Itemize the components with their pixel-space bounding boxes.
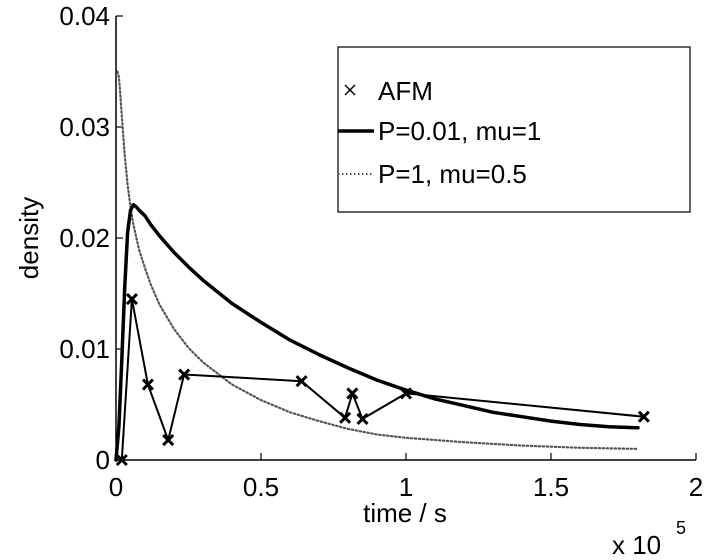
afm-data-point <box>346 387 359 400</box>
afm-data-point <box>637 410 650 423</box>
y-tick-label: 0.03 <box>59 112 110 142</box>
legend-label-p001: P=0.01, mu=1 <box>378 116 541 146</box>
afm-data-point <box>295 375 308 388</box>
x-tick-label: 1.5 <box>533 472 569 502</box>
afm-data-point <box>162 433 175 447</box>
x-tick-label: 0 <box>109 472 123 502</box>
x-ticks: 0 0.5 1 1.5 2 <box>109 453 703 502</box>
x-tick-label: 1 <box>399 472 413 502</box>
afm-data-point <box>115 453 128 467</box>
afm-data-point <box>178 368 191 381</box>
afm-data-point <box>399 387 413 400</box>
afm-data-point <box>141 378 154 391</box>
legend-item-p001: P=0.01, mu=1 <box>338 116 541 146</box>
series-2-line <box>116 70 640 450</box>
legend-box <box>337 46 691 213</box>
y-tick-label: 0.02 <box>59 223 110 253</box>
legend-item-afm: AFM <box>344 76 433 106</box>
y-tick-label: 0 <box>96 445 110 475</box>
legend-item-p1: P=1, mu=0.5 <box>338 159 527 189</box>
legend: AFM P=0.01, mu=1 P=1, mu=0.5 <box>337 46 691 213</box>
y-axis-label: density <box>14 197 44 279</box>
y-ticks: 0 0.01 0.02 0.03 0.04 <box>59 1 123 475</box>
afm-data-point <box>339 411 352 424</box>
series-layer <box>114 70 650 467</box>
afm-data-point <box>356 412 369 425</box>
x-multiplier-label: x 10 <box>612 530 661 560</box>
x-multiplier-exponent: 5 <box>676 518 686 538</box>
x-tick-label: 2 <box>689 472 703 502</box>
legend-marker-x <box>344 84 356 96</box>
legend-label-afm: AFM <box>378 76 433 106</box>
legend-label-p1: P=1, mu=0.5 <box>378 159 527 189</box>
x-tick-label: 0.5 <box>243 472 279 502</box>
y-tick-label: 0.01 <box>59 334 110 364</box>
series-1-line <box>114 202 640 462</box>
afm-data-point <box>125 292 139 306</box>
y-tick-label: 0.04 <box>59 1 110 31</box>
x-axis-label: time / s <box>363 498 447 528</box>
